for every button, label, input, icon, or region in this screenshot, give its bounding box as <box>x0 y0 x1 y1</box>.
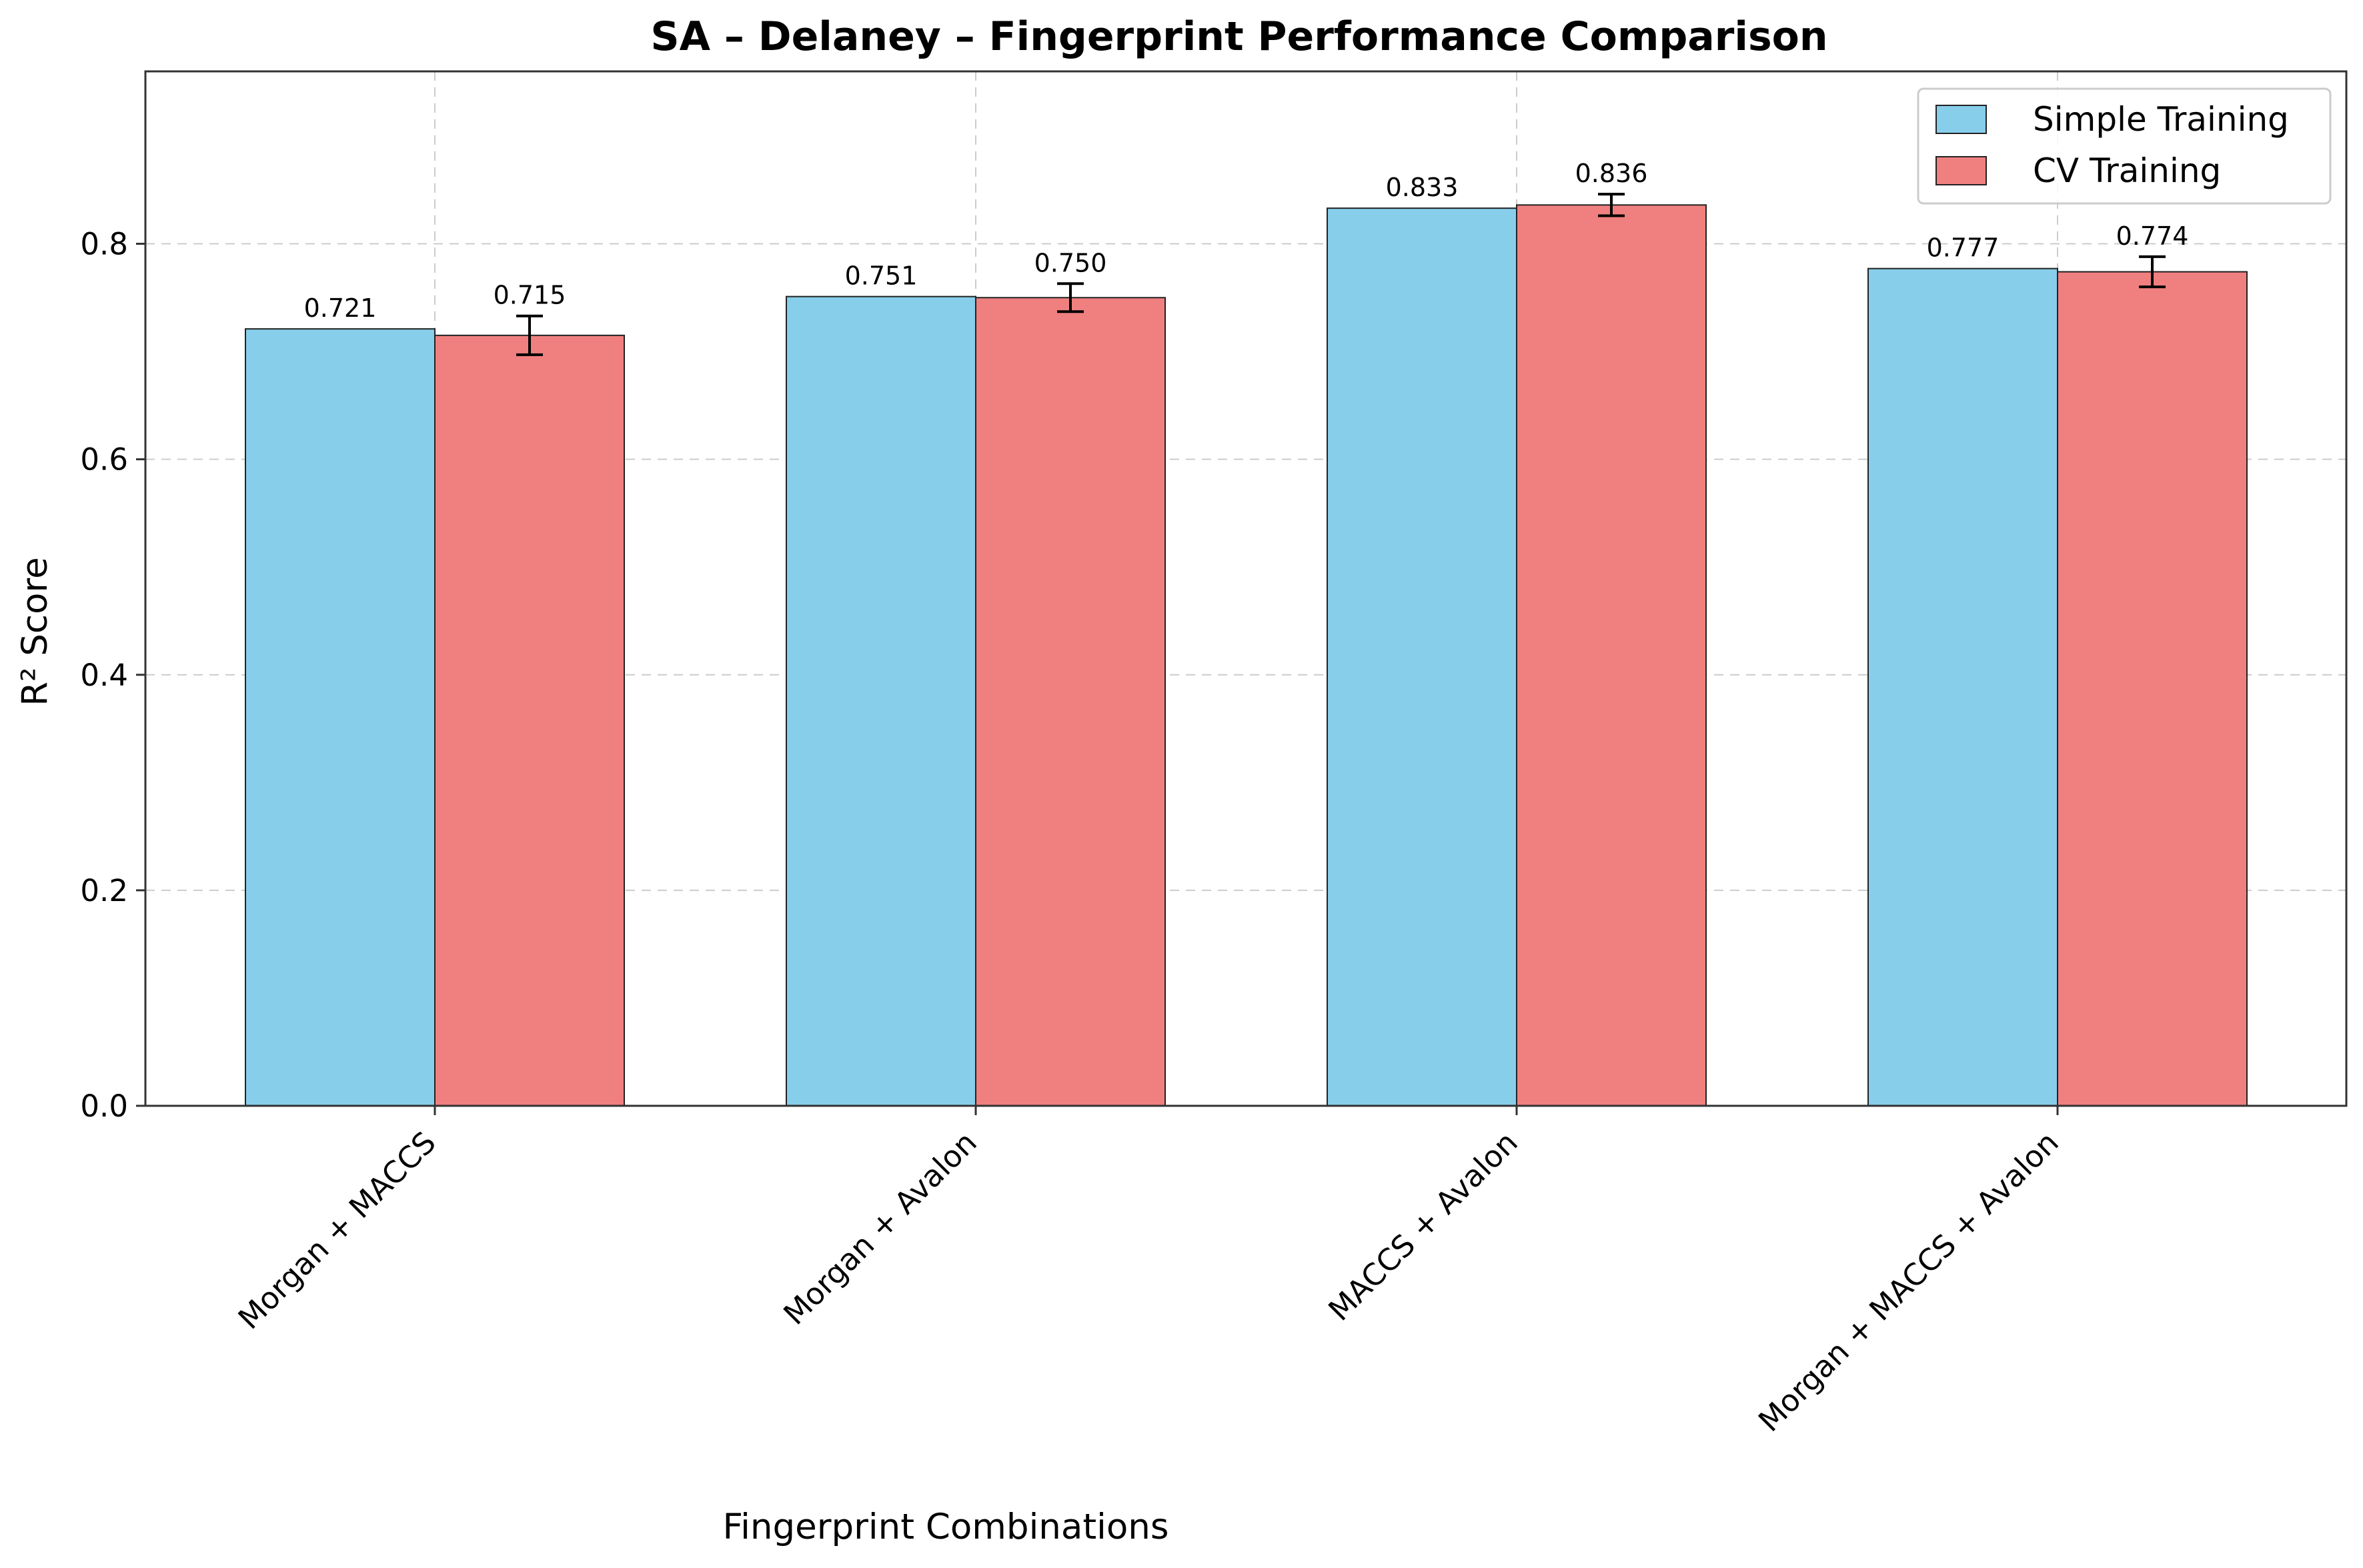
bar-simple-morgan-maccs <box>245 328 436 1106</box>
chart-title: SA – Delaney – Fingerprint Performance C… <box>650 13 1827 60</box>
value-label-simple-morgan-avalon: 0.751 <box>845 261 918 291</box>
bar-simple-morgan-avalon <box>786 295 976 1106</box>
axes-layer <box>136 70 2348 1115</box>
bar-cv-morgan-maccs-avalon <box>2057 271 2248 1107</box>
bars-layer <box>245 193 2248 1107</box>
legend: Simple Training CV Training <box>1917 87 2332 205</box>
value-label-simple-morgan-maccs: 0.721 <box>304 293 377 323</box>
y-tick-label: 0.2 <box>80 873 128 908</box>
x-axis-label: Fingerprint Combinations <box>723 1507 1169 1547</box>
y-tick-label: 0.4 <box>80 658 128 693</box>
value-label-simple-maccs-avalon: 0.833 <box>1386 173 1459 202</box>
legend-label-simple-training: Simple Training <box>2033 100 2289 139</box>
value-label-cv-maccs-avalon: 0.836 <box>1575 159 1648 188</box>
legend-swatch-cv-training <box>1935 156 1987 185</box>
bar-cv-morgan-maccs <box>434 334 625 1106</box>
y-tick-label: 0.8 <box>80 227 128 262</box>
bar-simple-morgan-maccs-avalon <box>1867 267 2058 1106</box>
y-axis-label: R² Score <box>15 557 55 706</box>
value-label-cv-morgan-maccs-avalon: 0.774 <box>2116 221 2189 251</box>
legend-frame <box>1917 87 2332 205</box>
y-tick-label: 0.0 <box>80 1088 128 1124</box>
bar-cv-maccs-avalon <box>1516 204 1707 1106</box>
bar-simple-maccs-avalon <box>1327 207 1517 1107</box>
legend-swatch-simple-training <box>1935 105 1987 134</box>
bar-cv-morgan-avalon <box>975 297 1166 1106</box>
value-label-simple-morgan-maccs-avalon: 0.777 <box>1927 233 2000 263</box>
plot-frame <box>144 70 2348 1107</box>
value-label-cv-morgan-maccs: 0.715 <box>494 281 566 310</box>
value-label-cv-morgan-avalon: 0.750 <box>1034 248 1107 277</box>
y-tick-label: 0.6 <box>80 442 128 478</box>
legend-label-cv-training: CV Training <box>2033 151 2221 190</box>
